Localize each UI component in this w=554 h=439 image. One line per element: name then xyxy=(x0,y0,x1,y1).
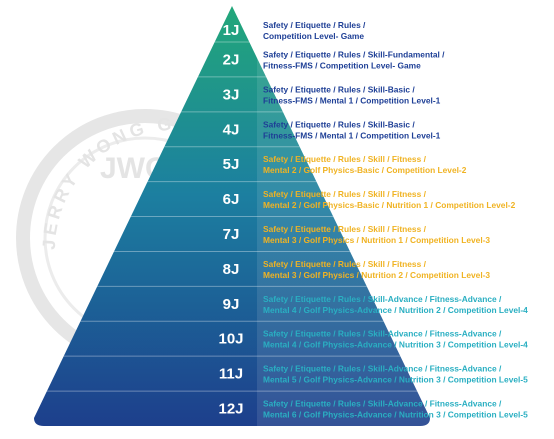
level-description-line1: Safety / Etiquette / Rules / Skill / Fit… xyxy=(263,189,427,199)
level-label: 5J xyxy=(223,156,240,173)
level-row: 7J Safety / Etiquette / Rules / Skill / F… xyxy=(223,224,491,245)
level-description-line1: Safety / Etiquette / Rules / Skill-Advan… xyxy=(263,294,502,304)
level-row: 12J Safety / Etiquette / Rules / Skill-Ad… xyxy=(218,399,528,420)
level-row: 8J Safety / Etiquette / Rules / Skill / F… xyxy=(223,259,491,280)
level-row: 10J Safety / Etiquette / Rules / Skill-Ad… xyxy=(218,329,528,350)
level-row: 4J Safety / Etiquette / Rules / Skill-Bas… xyxy=(223,119,441,140)
level-description-line2: Mental 2 / Golf Physics-Basic / Nutritio… xyxy=(263,200,516,210)
level-row: 5J Safety / Etiquette / Rules / Skill / F… xyxy=(223,154,467,175)
level-row: 6J Safety / Etiquette / Rules / Skill / F… xyxy=(223,189,516,210)
level-description-line2: Fitness-FMS / Mental 1 / Competition Lev… xyxy=(263,95,441,105)
level-label: 2J xyxy=(223,51,240,68)
pyramid-shape xyxy=(34,6,430,426)
level-label: 12J xyxy=(218,401,243,418)
level-list: 1J Safety / Etiquette / Rules / Competitio… xyxy=(218,20,528,420)
level-label: 6J xyxy=(223,191,240,208)
level-description-line2: Mental 5 / Golf Physics-Advance / Nutrit… xyxy=(263,375,528,385)
level-label: 9J xyxy=(223,296,240,313)
level-description-line1: Safety / Etiquette / Rules / Skill / Fit… xyxy=(263,154,427,164)
level-description-line2: Mental 6 / Golf Physics-Advance / Nutrit… xyxy=(263,410,528,420)
level-description: Safety / Etiquette / Rules / Skill-Advan… xyxy=(263,364,528,385)
level-label: 3J xyxy=(223,86,240,103)
level-row: 1J Safety / Etiquette / Rules / Competitio… xyxy=(223,20,366,41)
level-description: Safety / Etiquette / Rules / Skill-Advan… xyxy=(263,329,528,350)
level-description-line1: Safety / Etiquette / Rules / Skill-Basic… xyxy=(263,119,415,129)
level-description: Safety / Etiquette / Rules / Skill-Basic… xyxy=(263,119,441,140)
level-description-line1: Safety / Etiquette / Rules / Skill-Advan… xyxy=(263,329,502,339)
level-description-line1: Safety / Etiquette / Rules / Skill-Advan… xyxy=(263,399,502,409)
level-description: Safety / Etiquette / Rules / Skill-Basic… xyxy=(263,84,441,105)
level-label: 1J xyxy=(223,22,240,39)
level-description-line2: Mental 4 / Golf Physics-Advance / Nutrit… xyxy=(263,305,528,315)
level-label: 11J xyxy=(219,366,243,383)
level-description-line2: Mental 4 / Golf Physics-Advance / Nutrit… xyxy=(263,340,528,350)
level-description: Safety / Etiquette / Rules / Competition … xyxy=(263,20,366,41)
level-description-line1: Safety / Etiquette / Rules / Skill / Fit… xyxy=(263,224,427,234)
level-description: Safety / Etiquette / Rules / Skill-Funda… xyxy=(263,49,445,70)
level-description-line1: Safety / Etiquette / Rules / Skill / Fit… xyxy=(263,259,427,269)
level-row: 9J Safety / Etiquette / Rules / Skill-Adv… xyxy=(223,294,528,315)
level-label: 4J xyxy=(223,121,240,138)
level-description-line2: Fitness-FMS / Competition Level- Game xyxy=(263,60,421,70)
level-description: Safety / Etiquette / Rules / Skill-Advan… xyxy=(263,294,528,315)
level-description: Safety / Etiquette / Rules / Skill-Advan… xyxy=(263,399,528,420)
level-description-line2: Competition Level- Game xyxy=(263,31,364,41)
level-description-line2: Fitness-FMS / Mental 1 / Competition Lev… xyxy=(263,130,441,140)
level-label: 10J xyxy=(218,331,243,348)
level-description: Safety / Etiquette / Rules / Skill / Fit… xyxy=(263,259,490,280)
level-description-line2: Mental 3 / Golf Physics / Nutrition 1 / … xyxy=(263,235,490,245)
level-label: 7J xyxy=(223,226,240,243)
level-row: 3J Safety / Etiquette / Rules / Skill-Bas… xyxy=(223,84,441,105)
level-description-line2: Mental 3 / Golf Physics / Nutrition 2 / … xyxy=(263,270,490,280)
level-description-line1: Safety / Etiquette / Rules / Skill-Funda… xyxy=(263,49,445,59)
level-description-line1: Safety / Etiquette / Rules / Skill-Basic… xyxy=(263,84,415,94)
level-description-line1: Safety / Etiquette / Rules / Skill-Advan… xyxy=(263,364,502,374)
level-description: Safety / Etiquette / Rules / Skill / Fit… xyxy=(263,154,467,175)
level-row: 2J Safety / Etiquette / Rules / Skill-Fun… xyxy=(223,49,446,70)
level-description: Safety / Etiquette / Rules / Skill / Fit… xyxy=(263,189,516,210)
level-description: Safety / Etiquette / Rules / Skill / Fit… xyxy=(263,224,490,245)
level-description-line2: Mental 2 / Golf Physics-Basic / Competit… xyxy=(263,165,467,175)
level-label: 8J xyxy=(223,261,240,278)
level-description-line1: Safety / Etiquette / Rules / xyxy=(263,20,366,30)
level-row: 11J Safety / Etiquette / Rules / Skill-Ad… xyxy=(219,364,528,385)
